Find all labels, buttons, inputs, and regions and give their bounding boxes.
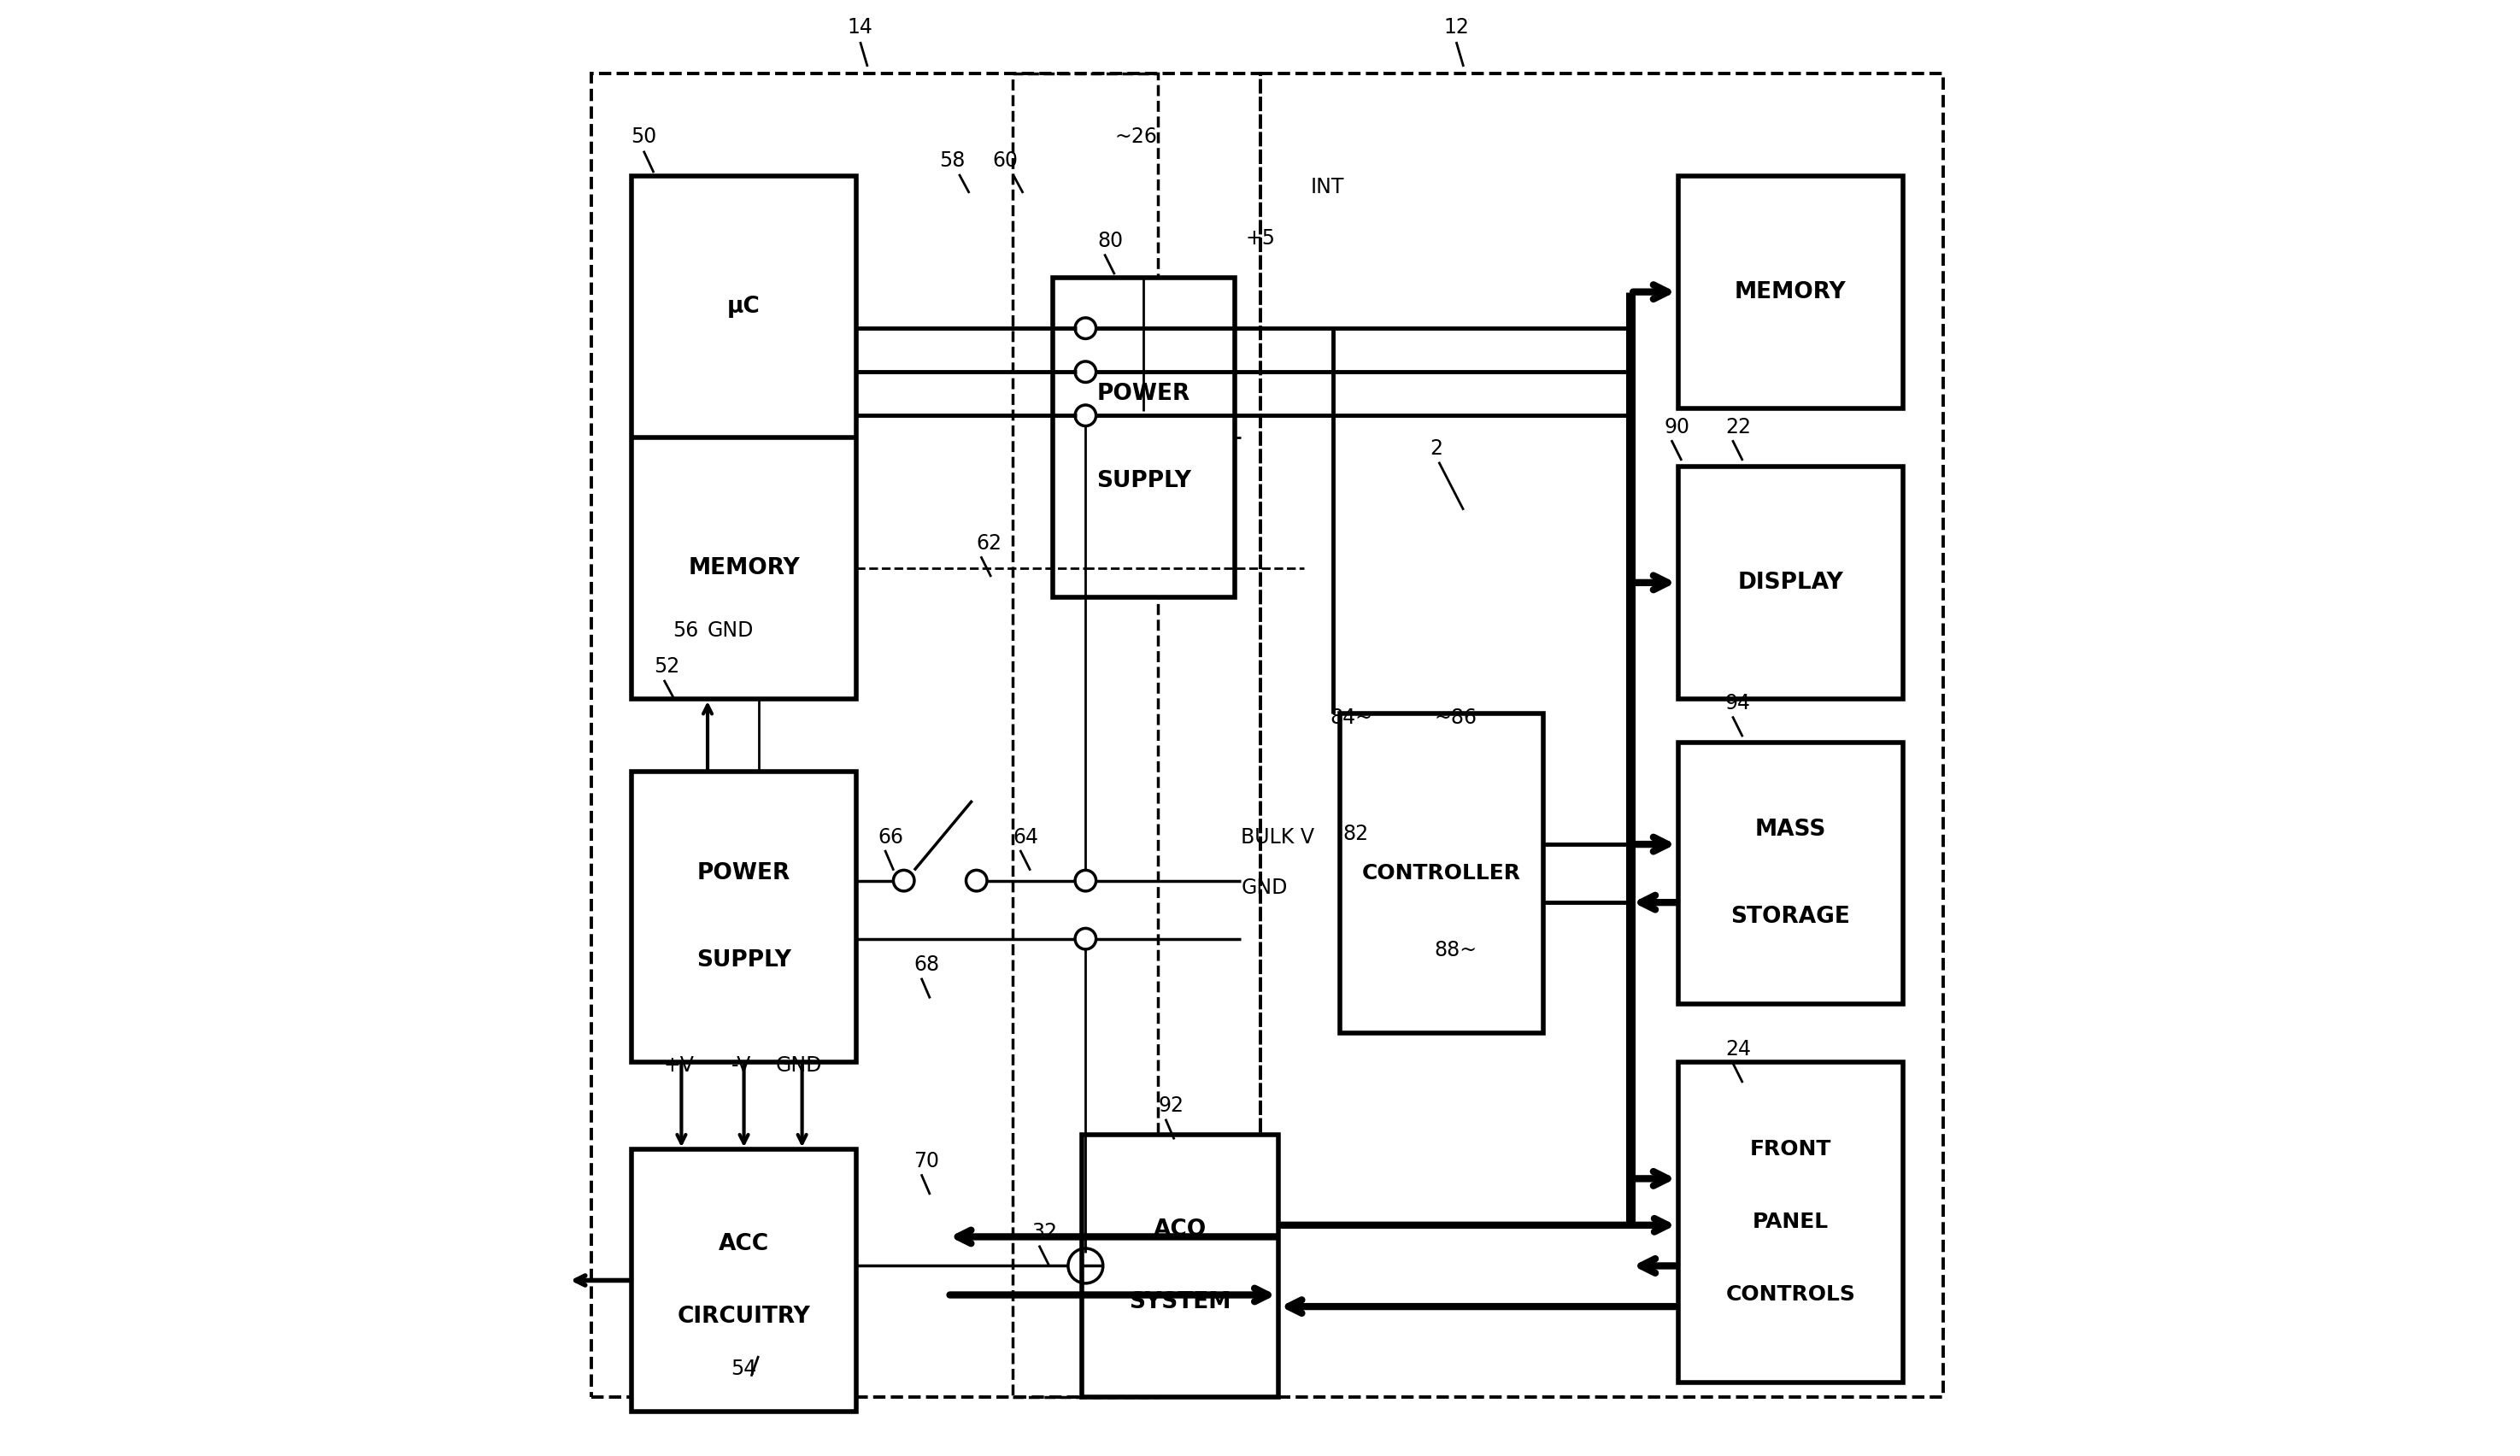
Text: GND: GND [776,1056,822,1076]
Text: 90: 90 [1663,416,1691,437]
Text: MEMORY: MEMORY [1734,281,1847,303]
Text: 2: 2 [1429,438,1444,459]
Text: 54: 54 [731,1358,756,1379]
Text: 56: 56 [673,620,698,641]
Text: 22: 22 [1726,416,1751,437]
Bar [1013,74,1159,1396]
Text: 62: 62 [978,533,1003,553]
Text: 24: 24 [1726,1040,1751,1060]
Bar [630,772,857,1063]
Bar [630,176,857,699]
Text: CONTROLS: CONTROLS [1726,1284,1855,1305]
Text: ACC: ACC [718,1233,769,1255]
Text: SUPPLY: SUPPLY [696,949,791,971]
Bar [1081,1136,1278,1396]
Text: μC: μC [728,296,761,317]
Bar [1053,278,1235,597]
Text: 32: 32 [1031,1222,1058,1242]
Text: FRONT: FRONT [1749,1139,1832,1160]
Text: GND: GND [708,620,753,641]
Text: POWER: POWER [1096,383,1189,405]
Text: 58: 58 [940,151,965,172]
Text: GND: GND [1242,878,1288,898]
Bar [1260,74,1943,1396]
Text: 14: 14 [847,17,872,38]
Text: ~86: ~86 [1434,708,1477,728]
Bar [630,1150,857,1411]
Text: 80: 80 [1096,230,1124,252]
Text: SUPPLY: SUPPLY [1096,470,1192,492]
Text: SYSTEM: SYSTEM [1129,1291,1232,1313]
Text: 66: 66 [877,827,902,847]
Text: 64: 64 [1013,827,1038,847]
Text: 94: 94 [1726,693,1751,713]
Text: ACQ: ACQ [1154,1219,1207,1241]
Text: DISPLAY: DISPLAY [1739,572,1845,594]
Text: INT: INT [1310,178,1346,198]
Text: 12: 12 [1444,17,1469,38]
Bar [1341,713,1542,1034]
Text: POWER: POWER [698,862,791,884]
Text: 52: 52 [653,657,680,677]
Text: 84~: 84~ [1331,708,1373,728]
Text: 50: 50 [630,127,655,147]
Text: +5: +5 [1245,227,1275,249]
Text: 82: 82 [1343,824,1368,844]
Text: MASS: MASS [1754,818,1827,842]
Bar [1678,1063,1903,1382]
Text: +V: +V [663,1056,693,1076]
Text: -V: -V [731,1056,751,1076]
Text: PANEL: PANEL [1751,1211,1830,1232]
Bar [1678,176,1903,408]
Text: BULK V: BULK V [1242,827,1315,847]
Text: 92: 92 [1159,1095,1184,1117]
Text: 60: 60 [993,151,1018,172]
Bar [1678,743,1903,1005]
Bar [592,74,1260,1396]
Text: STORAGE: STORAGE [1731,906,1850,927]
Text: MEMORY: MEMORY [688,558,799,579]
Text: 70: 70 [915,1150,940,1172]
Text: CONTROLLER: CONTROLLER [1363,863,1522,884]
Text: 68: 68 [915,955,940,976]
Bar [1678,466,1903,699]
Text: CIRCUITRY: CIRCUITRY [678,1306,811,1328]
Text: ~26: ~26 [1114,127,1157,147]
Text: 88~: 88~ [1434,941,1477,961]
